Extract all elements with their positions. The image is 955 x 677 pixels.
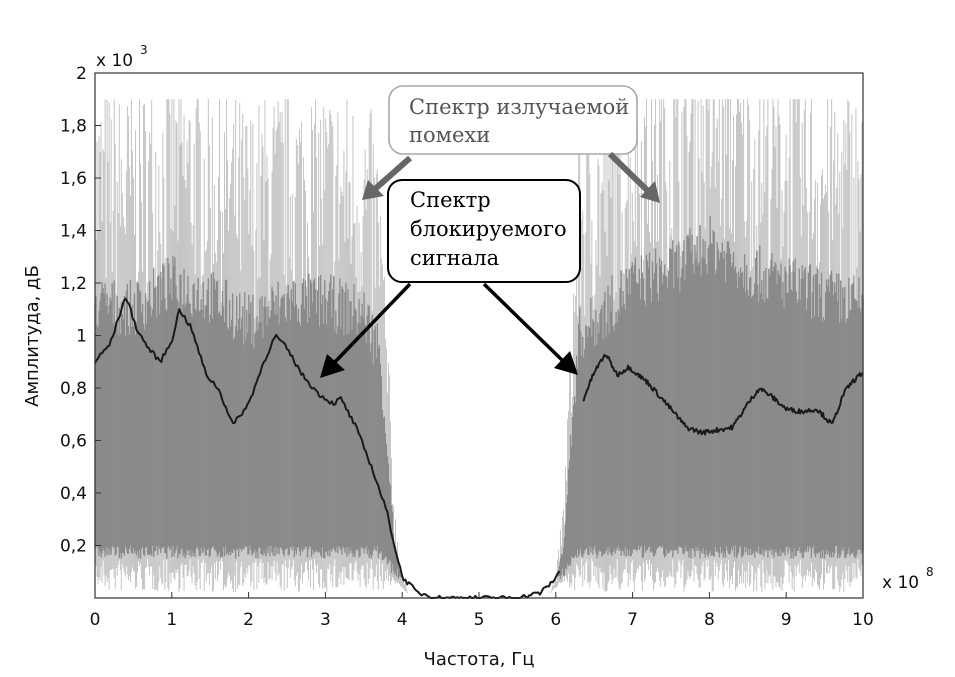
signal-line-left bbox=[94, 297, 561, 599]
signal-arrow-left bbox=[333, 282, 412, 364]
x-tick-label: 4 bbox=[397, 610, 408, 630]
callout-signal-line-3: сигнала bbox=[410, 246, 499, 270]
noise-arrow-left-head bbox=[362, 180, 384, 200]
x-multiplier: x 10 bbox=[882, 573, 919, 593]
x-tick-label: 9 bbox=[781, 610, 792, 630]
signal-line-right bbox=[582, 353, 864, 436]
x-tick-label: 7 bbox=[627, 610, 638, 630]
callout-signal-line-2: блокируемого bbox=[410, 217, 567, 241]
signal-arrow-right-head bbox=[554, 351, 578, 375]
plot-layer bbox=[94, 72, 864, 599]
x-tick-label: 2 bbox=[243, 610, 254, 630]
callout-noise: Спектр излучаемой помехи bbox=[388, 85, 638, 155]
x-axis-label: Частота, Гц bbox=[424, 649, 535, 670]
callout-noise-line-1: Спектр излучаемой bbox=[409, 95, 629, 119]
callout-noise-line-2: помехи bbox=[409, 123, 490, 147]
y-tick-label: 1,6 bbox=[60, 169, 87, 189]
x-tick-label: 3 bbox=[320, 610, 331, 630]
x-tick-label: 5 bbox=[474, 610, 485, 630]
y-tick-label: 1,8 bbox=[60, 117, 87, 137]
x-tick-label: 0 bbox=[90, 610, 101, 630]
x-tick-label: 1 bbox=[166, 610, 177, 630]
y-tick-label: 0,4 bbox=[60, 484, 87, 504]
noise-arrow-right-head bbox=[640, 181, 660, 203]
callout-noise-box bbox=[388, 85, 638, 155]
noise-band bbox=[94, 99, 864, 594]
x-tick-label: 6 bbox=[550, 610, 561, 630]
noise-arrow-left bbox=[373, 155, 412, 192]
y-tick-label: 1 bbox=[76, 327, 87, 347]
noise-arrow-right bbox=[607, 151, 650, 193]
x-tick-label: 10 bbox=[852, 610, 874, 630]
y-tick-label: 0,2 bbox=[60, 537, 87, 557]
y-tick-label: 0,8 bbox=[60, 379, 87, 399]
signal-arrow-right bbox=[482, 282, 564, 362]
callout-signal-line-1: Спектр bbox=[410, 188, 491, 212]
y-multiplier: x 10 bbox=[96, 51, 133, 71]
y-tick-label: 1,2 bbox=[60, 274, 87, 294]
x-axis-ticks: 0 1 2 3 4 5 6 7 8 9 10 bbox=[90, 592, 874, 630]
callout-signal: Спектр блокируемого сигнала bbox=[387, 179, 581, 283]
callout-signal-arrows bbox=[320, 282, 578, 378]
x-tick-label: 8 bbox=[704, 610, 715, 630]
x-multiplier-exponent: 8 bbox=[926, 565, 934, 579]
signal-line bbox=[94, 297, 864, 599]
y-tick-label: 1,4 bbox=[60, 222, 87, 242]
y-axis-ticks: 0,2 0,4 0,6 0,8 1 1,2 1,4 1,6 1,8 2 bbox=[60, 64, 101, 557]
callout-signal-box bbox=[387, 179, 581, 283]
signal-arrow-left-head bbox=[320, 354, 345, 378]
callout-noise-arrows bbox=[362, 151, 660, 203]
y-axis-label: Амплитуда, дБ bbox=[22, 265, 43, 407]
y-tick-label: 2 bbox=[76, 64, 87, 84]
y-multiplier-exponent: 3 bbox=[140, 43, 148, 57]
y-tick-label: 0,6 bbox=[60, 432, 87, 452]
